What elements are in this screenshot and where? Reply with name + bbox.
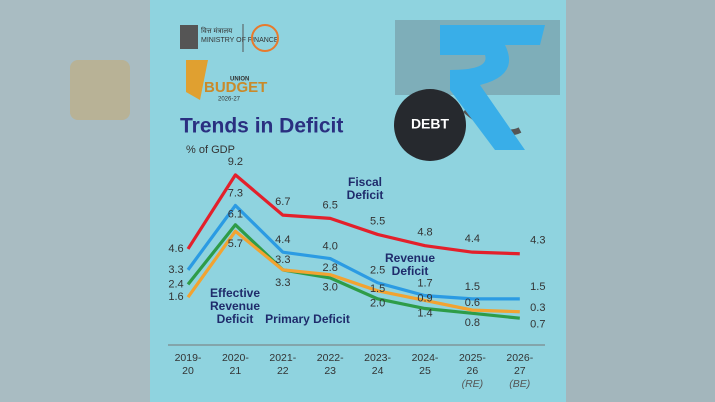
value-label: 1.6 — [168, 291, 183, 303]
value-label: 6.5 — [323, 199, 338, 211]
value-label: 4.4 — [275, 234, 290, 246]
value-label: 7.3 — [228, 187, 243, 199]
debt-ball — [394, 89, 466, 161]
series-line — [186, 173, 520, 256]
x-tick-label: 2022- — [317, 352, 344, 364]
value-label: 1.7 — [417, 278, 432, 290]
x-tick-label: 2020- — [222, 352, 249, 364]
x-tick-label: 21 — [230, 365, 242, 377]
series-line — [186, 203, 520, 301]
value-label: 2.5 — [370, 265, 385, 277]
chart-title: Trends in Deficit — [180, 115, 343, 138]
x-tick-label: (BE) — [509, 378, 530, 390]
x-tick-label: 20 — [182, 365, 194, 377]
value-label: 0.3 — [530, 302, 545, 314]
budget-top: UNION — [230, 77, 249, 83]
x-tick-label: 2019- — [175, 352, 202, 364]
value-label: 3.3 — [275, 277, 290, 289]
value-label: 4.8 — [417, 227, 432, 239]
blur-right — [566, 0, 715, 402]
emblem — [180, 25, 198, 49]
rupee-symbol — [440, 25, 545, 150]
blur-shape — [70, 60, 130, 120]
budget: BUDGET — [204, 79, 267, 96]
value-label: 3.3 — [168, 264, 183, 276]
ministry-hindi: वित्त मंत्रालय — [201, 26, 233, 35]
series-label: Fiscal Deficit — [346, 175, 384, 202]
chart-subtitle: % of GDP — [186, 144, 235, 156]
value-label: 5.5 — [370, 215, 385, 227]
value-label: 0.8 — [465, 317, 480, 329]
x-tick-label: 2024- — [412, 352, 439, 364]
value-label: 0.6 — [465, 297, 480, 309]
series-line — [186, 223, 520, 320]
value-label: 2.0 — [370, 298, 385, 310]
value-label: 4.4 — [465, 233, 480, 245]
value-label: 1.5 — [370, 283, 385, 295]
x-tick-label: 26 — [467, 365, 479, 377]
blur-left — [0, 0, 150, 402]
budget-rupee — [186, 60, 208, 100]
x-tick-label: 2026- — [506, 352, 533, 364]
value-label: 4.6 — [168, 243, 183, 255]
x-tick-label: 22 — [277, 365, 289, 377]
value-label: 3.0 — [323, 282, 338, 294]
value-label: 0.7 — [530, 319, 545, 331]
value-label: 4.3 — [530, 235, 545, 247]
ministry: MINISTRY OF FINANCE — [201, 37, 279, 44]
x-tick-label: 24 — [372, 365, 384, 377]
budget-year: 2026-27 — [218, 97, 241, 103]
x-tick-label: 27 — [514, 365, 526, 377]
x-tick-label: 2025- — [459, 352, 486, 364]
value-label: 1.4 — [417, 307, 432, 319]
x-tick-label: 2021- — [269, 352, 296, 364]
value-label: 1.5 — [465, 281, 480, 293]
value-label: 2.8 — [323, 262, 338, 274]
series-label: Revenue Deficit — [384, 251, 436, 278]
x-tick-label: 23 — [324, 365, 336, 377]
value-label: 3.3 — [275, 254, 290, 266]
series-label: Effective Revenue Deficit — [209, 286, 261, 326]
debt-label: DEBT — [411, 116, 450, 132]
series-label: Primary Deficit — [265, 312, 350, 326]
value-label: 9.2 — [228, 156, 243, 168]
value-label: 4.0 — [323, 241, 338, 253]
series-line — [186, 229, 520, 314]
x-tick-label: 25 — [419, 365, 431, 377]
pib-logo — [251, 24, 279, 52]
value-label: 0.9 — [417, 292, 432, 304]
x-tick-label: 2023- — [364, 352, 391, 364]
value-label: 6.7 — [275, 196, 290, 208]
value-label: 2.4 — [168, 278, 183, 290]
value-label: 5.7 — [228, 238, 243, 250]
x-tick-label: (RE) — [462, 378, 484, 390]
value-label: 6.1 — [228, 209, 243, 221]
value-label: 1.5 — [530, 281, 545, 293]
